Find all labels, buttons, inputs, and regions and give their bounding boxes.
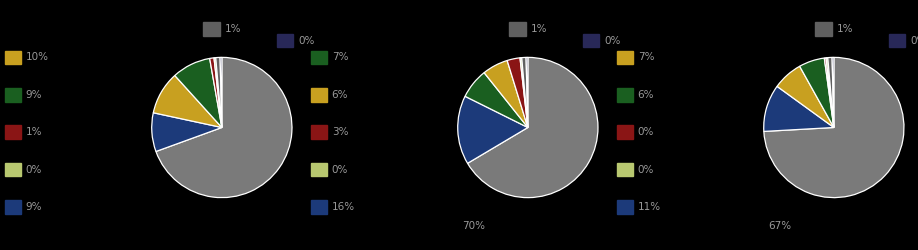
Wedge shape: [800, 58, 834, 128]
Wedge shape: [156, 57, 292, 198]
Wedge shape: [764, 58, 904, 198]
Text: 1%: 1%: [836, 24, 853, 34]
Text: 7%: 7%: [638, 52, 655, 62]
Wedge shape: [520, 58, 528, 128]
Text: 0%: 0%: [331, 164, 348, 174]
Wedge shape: [526, 58, 528, 128]
Text: 11%: 11%: [638, 202, 661, 212]
Text: 0%: 0%: [26, 164, 42, 174]
Wedge shape: [151, 113, 222, 152]
Wedge shape: [465, 73, 528, 128]
Wedge shape: [484, 60, 528, 128]
Text: 1%: 1%: [26, 127, 42, 137]
Text: 7%: 7%: [331, 52, 348, 62]
Text: 3%: 3%: [331, 127, 348, 137]
Wedge shape: [521, 58, 528, 128]
Text: 1%: 1%: [225, 24, 241, 34]
Wedge shape: [220, 57, 222, 128]
Text: 0%: 0%: [638, 127, 655, 137]
Wedge shape: [507, 58, 528, 128]
Wedge shape: [209, 58, 222, 128]
Wedge shape: [153, 76, 222, 128]
Wedge shape: [214, 58, 222, 128]
Wedge shape: [216, 58, 222, 128]
Text: 1%: 1%: [531, 24, 547, 34]
Wedge shape: [828, 58, 834, 128]
Wedge shape: [458, 96, 528, 163]
Text: 16%: 16%: [331, 202, 355, 212]
Text: 67%: 67%: [768, 221, 791, 231]
Wedge shape: [777, 66, 834, 128]
Wedge shape: [764, 86, 834, 132]
Text: 6%: 6%: [638, 90, 655, 100]
Wedge shape: [174, 58, 222, 128]
Wedge shape: [467, 58, 598, 198]
Wedge shape: [832, 58, 834, 128]
Text: 0%: 0%: [910, 36, 918, 46]
Wedge shape: [824, 58, 834, 128]
Text: 0%: 0%: [298, 36, 315, 46]
Text: 6%: 6%: [331, 90, 348, 100]
Wedge shape: [826, 58, 834, 128]
Text: 9%: 9%: [26, 90, 42, 100]
Text: 70%: 70%: [462, 221, 486, 231]
Text: 10%: 10%: [26, 52, 49, 62]
Text: 0%: 0%: [638, 164, 655, 174]
Text: 0%: 0%: [604, 36, 621, 46]
Text: 9%: 9%: [26, 202, 42, 212]
